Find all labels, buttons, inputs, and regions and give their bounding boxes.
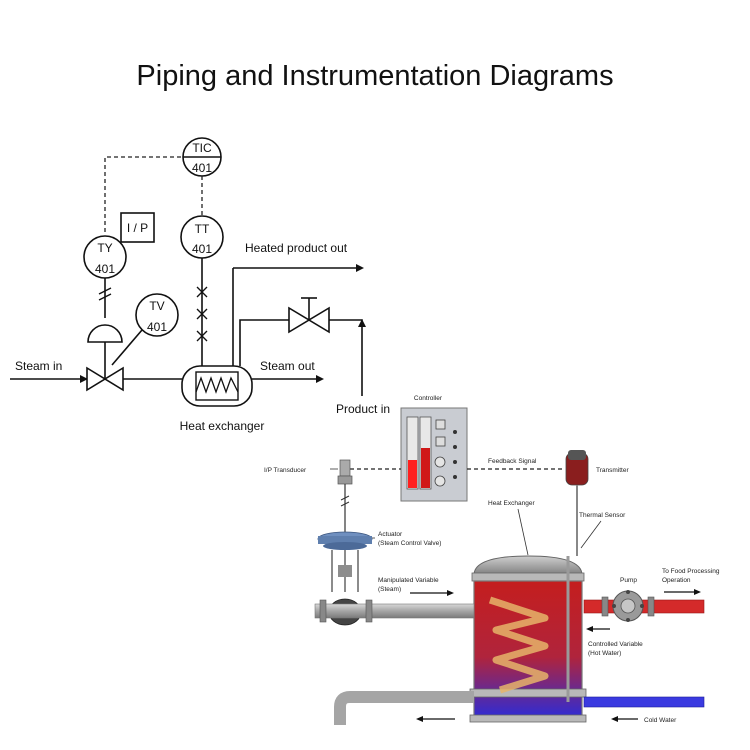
- heat-exchanger-symbol: [181, 365, 253, 407]
- tic-401-bubble: TIC 401: [182, 137, 222, 177]
- page-title: Piping and Instrumentation Diagrams: [136, 60, 613, 92]
- diaphragm-actuator-icon: [87, 324, 123, 343]
- steam-in-label: Steam in: [15, 359, 62, 373]
- tv-number: 401: [147, 320, 167, 334]
- actuator-label-line2: (Steam Control Valve): [378, 540, 441, 547]
- tt-letters: TT: [195, 222, 210, 236]
- tic-letters: TIC: [192, 141, 212, 155]
- feedback-signal-label: Feedback Signal: [488, 458, 537, 465]
- manipulated-variable-line1: Manipulated Variable: [378, 577, 439, 584]
- tv-401-bubble: TV 401: [135, 293, 179, 337]
- pid-schematic: TIC 401 I / P TY 401 TT 401 TV 401: [10, 137, 390, 433]
- pneumatic-hatch-marks: [98, 287, 112, 301]
- transmitter-label: Transmitter: [596, 467, 629, 474]
- ip-transducer-label: I/P Transducer: [264, 467, 307, 474]
- ip-transducer-icon: [337, 459, 353, 532]
- condensate-pipe: [334, 691, 474, 725]
- tic-number: 401: [192, 161, 212, 175]
- tv-leader-line: [111, 329, 143, 366]
- food-processing-line2: Operation: [662, 577, 691, 584]
- cold-water-pipe: [583, 696, 705, 708]
- heat-exchanger-tank: [469, 555, 587, 723]
- ty-401-bubble: TY 401: [83, 235, 127, 279]
- capillary-cross-marks: [196, 286, 208, 342]
- thermal-sensor-label: Thermal Sensor: [579, 512, 626, 519]
- heated-product-out-label: Heated product out: [245, 241, 348, 255]
- tt-401-bubble: TT 401: [180, 215, 224, 259]
- controlled-variable-line2: (Hot Water): [588, 650, 621, 657]
- food-processing-line1: To Food Processing: [662, 568, 720, 575]
- cold-water-label: Cold Water: [644, 717, 677, 724]
- controlled-variable-line1: Controlled Variable: [588, 641, 643, 648]
- ty-number: 401: [95, 262, 115, 276]
- controller-panel: [400, 407, 468, 502]
- ip-box-label: I / P: [127, 221, 148, 235]
- actuator-label-line1: Actuator: [378, 531, 403, 538]
- product-in-label: Product in: [336, 402, 390, 416]
- manipulated-variable-line2: (Steam): [378, 586, 401, 593]
- controller-label: Controller: [414, 395, 443, 402]
- tv-letters: TV: [149, 299, 164, 313]
- steam-out-label: Steam out: [260, 359, 315, 373]
- pump-label: Pump: [620, 577, 637, 584]
- transmitter-icon: [565, 450, 589, 556]
- steam-pipe: [314, 603, 475, 619]
- heat-exchanger-label: Heat exchanger: [180, 419, 265, 433]
- process-illustration: Controller I/P Transducer Feedback Signa…: [264, 395, 720, 725]
- heat-exchanger-3d-label: Heat Exchanger: [488, 500, 535, 507]
- ip-converter-box: I / P: [120, 212, 155, 243]
- product-in-line: [239, 319, 289, 366]
- ty-letters: TY: [97, 241, 112, 255]
- pump-icon: [612, 590, 644, 622]
- tt-number: 401: [192, 242, 212, 256]
- signal-line-ty-tic: [104, 156, 183, 232]
